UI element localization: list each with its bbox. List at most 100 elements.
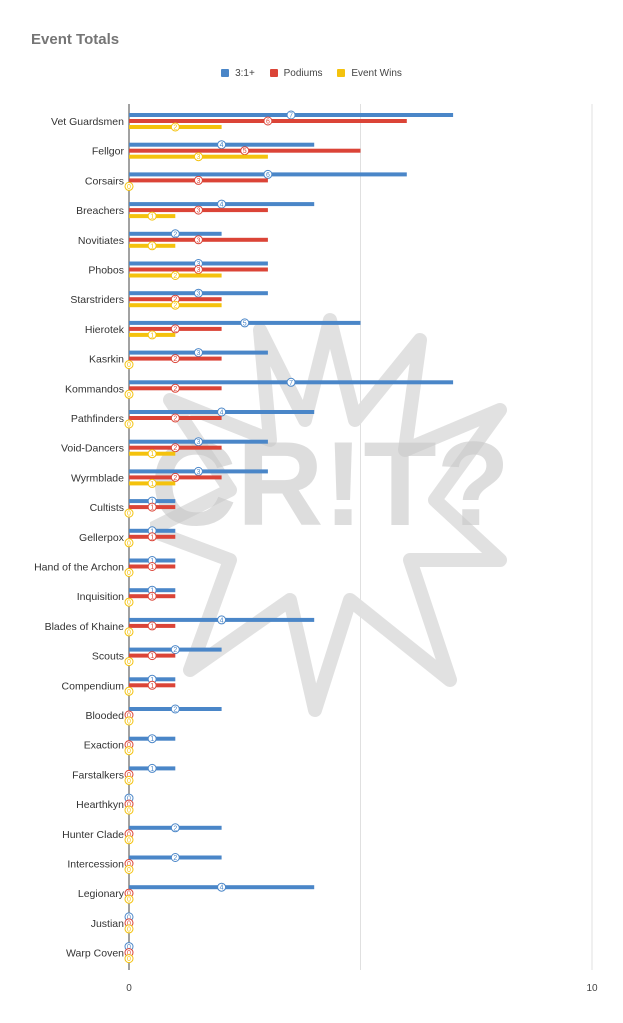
data-label: 1 [150,588,154,595]
legend-swatch-3to1 [221,69,230,77]
data-label: 0 [127,422,131,429]
data-label-bubble [147,330,157,340]
data-label-bubble [124,389,134,399]
category-label: Kommandos [65,383,124,395]
data-label-bubble [124,805,134,815]
data-label: 0 [127,511,131,518]
data-label: 1 [150,736,154,743]
data-label: 1 [150,564,154,571]
category-label: Blades of Khaine [45,621,125,633]
data-label: 0 [127,570,131,577]
data-label: 0 [127,920,131,927]
data-label-bubble [124,746,134,756]
data-label: 4 [220,885,224,892]
category-label: Justian [91,918,124,930]
data-label-bubble [124,627,134,637]
data-label: 3 [196,154,200,161]
data-label: 2 [173,416,177,423]
data-label-bubble [170,271,180,280]
legend-item-3to1[interactable]: 3:1+ [221,68,255,79]
legend-swatch-event-wins [337,69,346,77]
category-label: Legionary [78,888,125,900]
category-label: Inquisition [77,591,124,603]
data-label: 0 [127,926,131,933]
data-label-bubble [124,686,134,696]
data-label: 0 [127,719,131,726]
data-label-bubble [193,175,203,185]
data-label: 6 [266,172,270,179]
category-label: Vet Guardsmen [51,116,124,128]
data-label-bubble [124,538,134,548]
data-label: 4 [220,142,224,149]
category-label: Compendium [62,680,125,692]
data-label: 3 [196,439,200,446]
category-label: Hand of the Archon [34,562,124,574]
data-label: 2 [173,231,177,238]
data-label: 3 [196,350,200,357]
data-label: 0 [127,831,131,838]
data-label-bubble [124,775,134,785]
data-label-bubble [147,211,157,221]
category-label: Phobos [88,265,124,277]
data-label: 1 [150,653,154,660]
category-label: Void-Dancers [61,443,124,455]
data-label: 3 [196,261,200,268]
category-label: Novitiates [78,235,124,247]
data-label-bubble [193,205,203,215]
data-label: 4 [220,410,224,417]
data-label-bubble [124,924,134,934]
data-label: 1 [150,623,154,630]
data-label: 0 [127,742,131,749]
data-label: 0 [127,689,131,696]
data-label: 7 [289,113,293,120]
category-label: Hearthkyn [76,799,124,811]
data-label-bubble [170,823,180,833]
data-label: 1 [150,214,154,221]
data-label: 3 [196,469,200,476]
data-label-bubble [286,377,296,387]
data-label: 0 [127,808,131,815]
data-label-bubble [170,383,180,393]
category-label: Scouts [92,651,124,663]
data-label: 0 [127,540,131,547]
data-label: 5 [243,148,247,155]
legend-item-podiums[interactable]: Podiums [269,68,323,79]
data-label: 0 [127,748,131,755]
data-label: 1 [150,528,154,535]
data-label: 0 [127,392,131,399]
data-label: 0 [127,778,131,785]
data-label-bubble [170,122,180,132]
data-label: 2 [173,386,177,393]
data-label-bubble [263,116,273,126]
data-label-bubble [170,704,180,714]
data-label: 7 [289,380,293,387]
category-label: Fellgor [92,146,125,158]
watermark-text: CR!T? [150,417,510,551]
data-label-bubble [147,591,157,601]
data-label-bubble [124,360,134,370]
data-label-bubble [147,478,157,488]
data-label: 2 [173,273,177,280]
data-label: 0 [127,713,131,720]
watermark-logo: CR!T? [150,313,510,717]
data-label: 1 [150,243,154,250]
category-label: Hierotek [85,324,125,336]
data-label: 0 [127,600,131,607]
data-label-bubble [147,241,157,251]
data-label: 0 [127,861,131,868]
data-label-bubble [147,763,157,773]
data-label-bubble [124,508,134,518]
data-label-bubble [147,449,157,459]
data-label: 0 [127,867,131,874]
category-label: Warp Coven [66,948,124,960]
data-label-bubble [124,657,134,667]
data-label: 0 [127,944,131,951]
data-label-bubble [124,597,134,607]
data-label: 3 [196,237,200,244]
legend-item-event-wins[interactable]: Event Wins [337,68,402,79]
data-label: 2 [173,303,177,310]
data-label-bubble [170,300,180,310]
data-label: 2 [173,855,177,862]
legend: 3:1+ Podiums Event Wins [0,68,623,79]
data-label: 3 [196,208,200,215]
